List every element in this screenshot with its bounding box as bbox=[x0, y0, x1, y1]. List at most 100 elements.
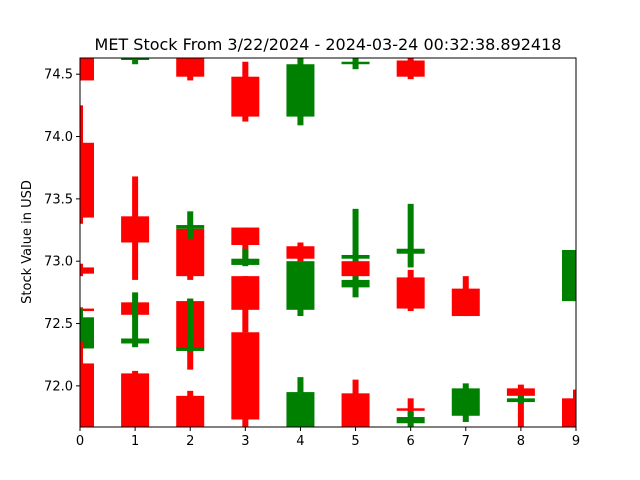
candle-up bbox=[121, 292, 150, 348]
x-tick-label: 9 bbox=[572, 434, 580, 449]
candle-up bbox=[176, 298, 205, 353]
candle-wick bbox=[187, 298, 194, 353]
candle-body bbox=[396, 408, 425, 411]
candle-up bbox=[286, 58, 315, 126]
y-ticks: 72.0 72.5 73.0 73.5 74.0 74.5 bbox=[44, 68, 80, 394]
candle-down bbox=[176, 390, 205, 427]
candle-wick bbox=[407, 398, 414, 416]
candle-body bbox=[396, 60, 425, 77]
candle-body bbox=[231, 76, 260, 117]
x-tick-label: 5 bbox=[351, 434, 359, 449]
candle-down bbox=[176, 58, 205, 81]
candle-body bbox=[80, 58, 94, 81]
candle-body bbox=[341, 261, 370, 277]
candle-down bbox=[451, 276, 480, 317]
candle-body bbox=[286, 261, 315, 310]
candle-down bbox=[506, 384, 535, 427]
candle-body bbox=[80, 308, 94, 312]
candle-down bbox=[341, 379, 370, 427]
candle-body bbox=[341, 254, 370, 259]
y-tick-label: 73.0 bbox=[44, 255, 73, 270]
candle-body bbox=[121, 373, 150, 427]
y-tick-label: 74.0 bbox=[44, 130, 73, 145]
y-tick-label: 74.5 bbox=[44, 68, 73, 83]
candle-down bbox=[80, 105, 94, 224]
candle-down bbox=[80, 263, 94, 277]
candle-body bbox=[80, 142, 94, 218]
candle-wick bbox=[242, 248, 249, 267]
candle-down bbox=[562, 389, 576, 427]
candle-body bbox=[451, 288, 480, 317]
y-tick-label: 72.0 bbox=[44, 379, 73, 394]
candle-up bbox=[286, 261, 315, 317]
candle-body bbox=[80, 317, 94, 349]
candle-body bbox=[506, 388, 535, 396]
candle-up bbox=[506, 395, 535, 404]
candle-down bbox=[341, 261, 370, 280]
candle-body bbox=[121, 338, 150, 344]
candle-body bbox=[396, 277, 425, 309]
candle-down bbox=[80, 58, 94, 81]
candle-body bbox=[341, 279, 370, 288]
candle-up bbox=[341, 208, 370, 272]
candle-body bbox=[80, 267, 94, 274]
candle-body bbox=[121, 58, 150, 60]
candle-body bbox=[396, 417, 425, 424]
candle-down bbox=[231, 227, 260, 262]
candle-wick bbox=[352, 208, 359, 272]
x-tick-label: 2 bbox=[186, 434, 194, 449]
x-tick-label: 8 bbox=[517, 434, 525, 449]
candle-up bbox=[80, 308, 94, 355]
candle-body bbox=[341, 61, 370, 65]
candle-body bbox=[231, 258, 260, 265]
candle-down bbox=[396, 398, 425, 416]
candle-body bbox=[451, 388, 480, 416]
x-tick-label: 7 bbox=[462, 434, 470, 449]
candle-down bbox=[231, 276, 260, 333]
x-tick-label: 6 bbox=[407, 434, 415, 449]
candle-body bbox=[176, 225, 205, 229]
candle-wick bbox=[407, 203, 414, 268]
candle-body bbox=[341, 393, 370, 427]
candle-down bbox=[231, 332, 260, 427]
x-tick-label: 1 bbox=[131, 434, 139, 449]
candle-down bbox=[121, 370, 150, 427]
candle-body bbox=[80, 363, 94, 427]
candle-up bbox=[396, 412, 425, 427]
candle-body bbox=[121, 216, 150, 243]
x-ticks: 0 1 2 3 4 5 6 7 8 9 bbox=[76, 427, 580, 449]
candle-body bbox=[176, 395, 205, 427]
candle-up bbox=[341, 58, 370, 70]
candle-body bbox=[231, 227, 260, 245]
candle-down bbox=[80, 342, 94, 427]
candle-body bbox=[231, 276, 260, 310]
candle-down bbox=[121, 176, 150, 280]
candle-up bbox=[286, 377, 315, 427]
candle-body bbox=[286, 246, 315, 259]
y-tick-label: 73.5 bbox=[44, 192, 73, 207]
candle-body bbox=[286, 392, 315, 427]
candle-body bbox=[176, 347, 205, 351]
candle-body bbox=[396, 248, 425, 254]
candle-up bbox=[231, 248, 260, 267]
candle-down bbox=[231, 61, 260, 122]
x-tick-label: 3 bbox=[241, 434, 249, 449]
axes-frame bbox=[79, 57, 577, 428]
candle-up bbox=[121, 58, 150, 65]
x-tick-label: 0 bbox=[76, 434, 84, 449]
candle-up bbox=[396, 203, 425, 268]
candle-body bbox=[506, 398, 535, 403]
candle-wick bbox=[132, 58, 139, 65]
candle-body bbox=[176, 58, 205, 77]
candle-down bbox=[396, 269, 425, 312]
candle-down bbox=[286, 242, 315, 262]
candle-up bbox=[341, 276, 370, 298]
candles-layer bbox=[80, 58, 576, 427]
candle-body bbox=[562, 249, 576, 302]
y-tick-label: 72.5 bbox=[44, 317, 73, 332]
candle-up bbox=[176, 211, 205, 239]
y-axis-label: Stock Value in USD bbox=[20, 180, 35, 304]
candle-wick bbox=[517, 384, 524, 427]
candle-body bbox=[231, 332, 260, 420]
